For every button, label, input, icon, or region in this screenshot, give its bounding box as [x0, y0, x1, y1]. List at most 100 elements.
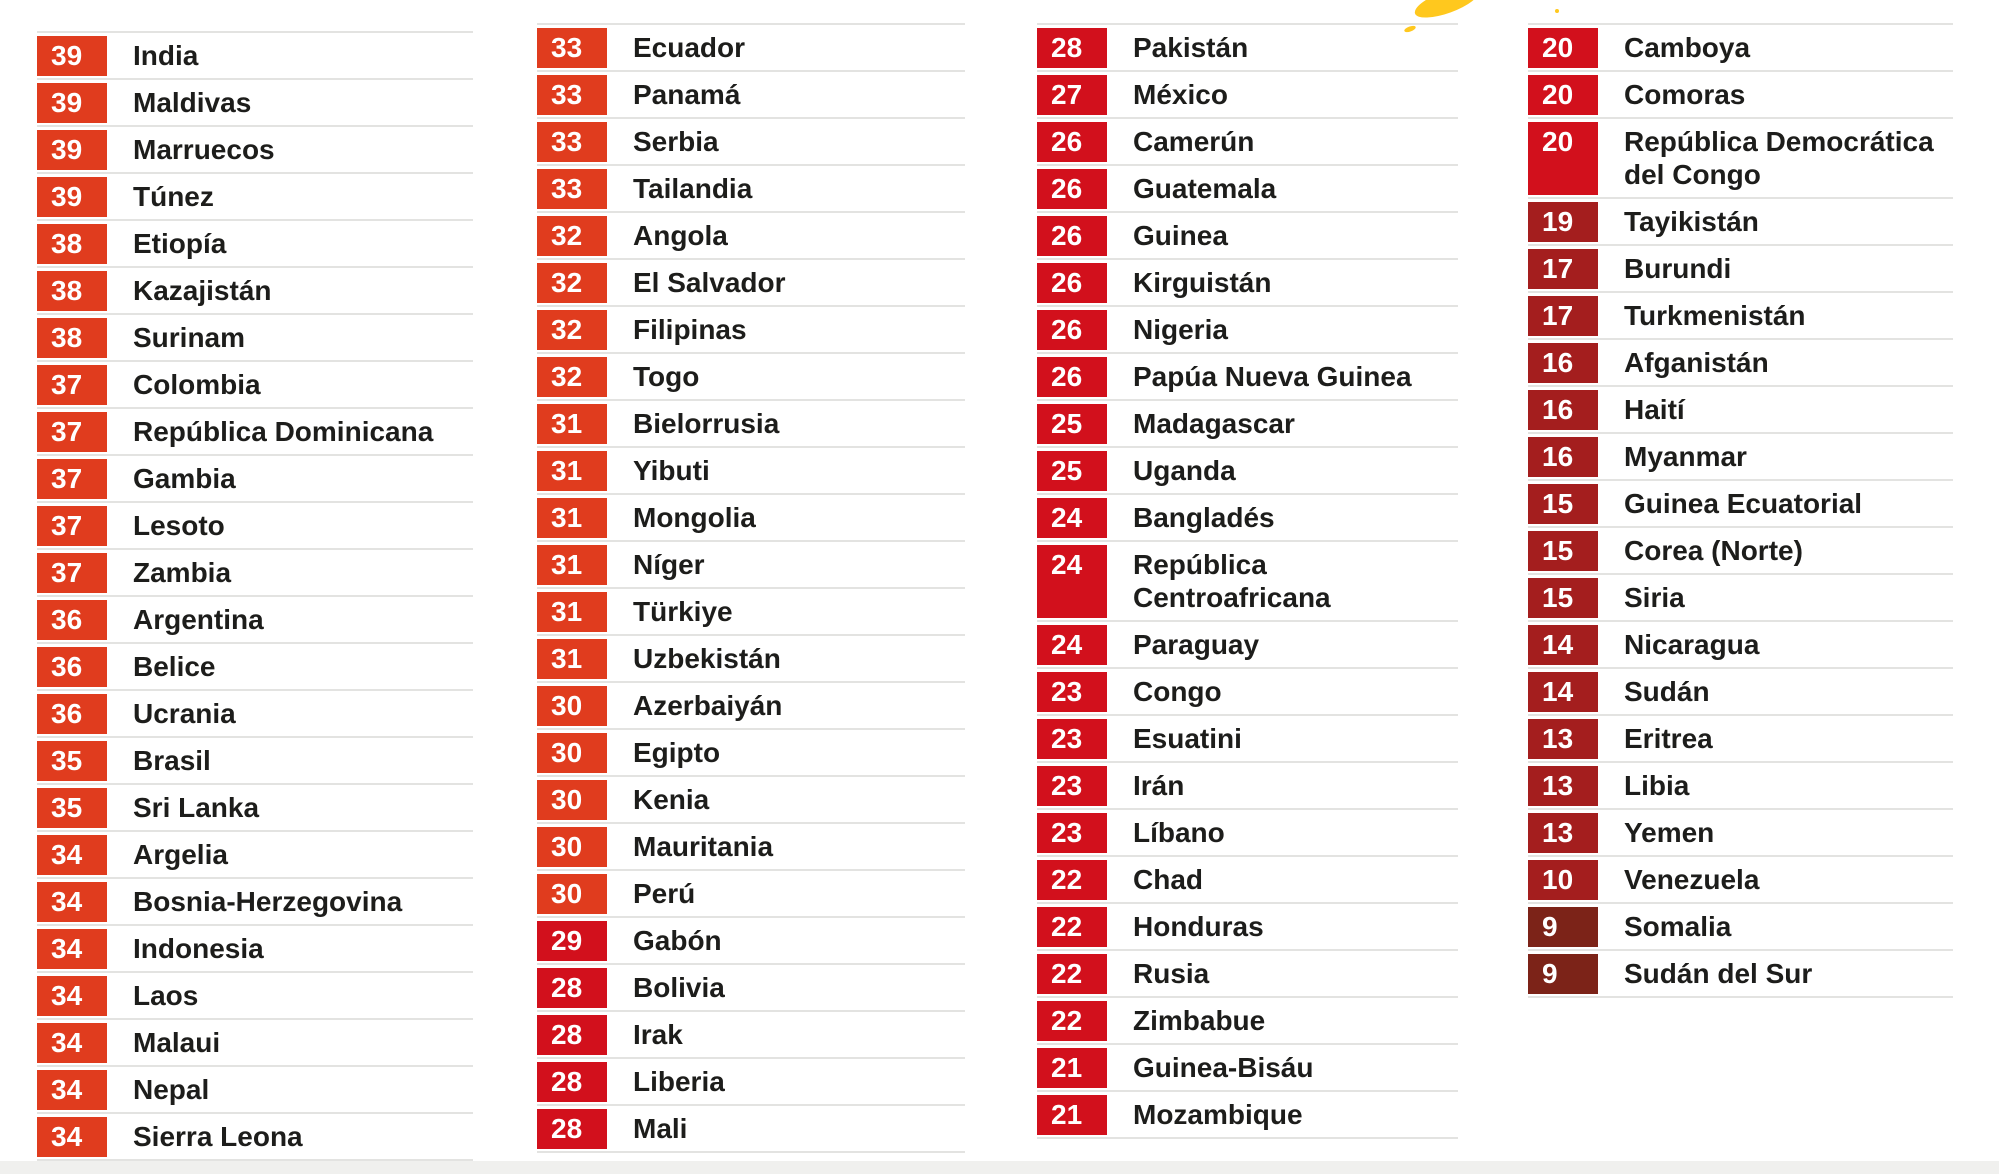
ranking-row: 15 Guinea Ecuatorial	[1528, 479, 1953, 526]
score-badge: 27	[1037, 74, 1107, 115]
score-badge: 28	[537, 1014, 607, 1055]
score-badge: 32	[537, 262, 607, 303]
country-name: Bolivia	[633, 972, 725, 1003]
country-name: Camerún	[1133, 126, 1255, 157]
ranking-row: 23 Esuatini	[1037, 714, 1458, 761]
ranking-row: 16 Haití	[1528, 385, 1953, 432]
ranking-row: 15 Corea (Norte)	[1528, 526, 1953, 573]
score-badge: 24	[1037, 624, 1107, 665]
ranking-row: 20 Camboya	[1528, 23, 1953, 70]
score-badge: 17	[1528, 295, 1598, 336]
ranking-row: 24 Paraguay	[1037, 620, 1458, 667]
ranking-row: 38 Etiopía	[37, 219, 473, 266]
ranking-row: 26 Kirguistán	[1037, 258, 1458, 305]
ranking-row: 36 Ucrania	[37, 689, 473, 736]
score-badge: 35	[37, 787, 107, 828]
country-name: Malaui	[133, 1027, 221, 1058]
score-badge: 34	[37, 928, 107, 969]
score-badge: 33	[537, 168, 607, 209]
country-name: Mauritania	[633, 831, 774, 862]
score-badge: 34	[37, 975, 107, 1016]
score-badge: 39	[37, 82, 107, 123]
score-badge: 30	[537, 779, 607, 820]
country-name: Níger	[633, 549, 705, 580]
country-name: El Salvador	[633, 267, 786, 298]
country-name: Liberia	[633, 1066, 725, 1097]
score-badge: 24	[1037, 544, 1107, 618]
score-badge: 26	[1037, 168, 1107, 209]
country-name: Kenia	[633, 784, 710, 815]
country-name: Líbano	[1133, 817, 1225, 848]
ranking-column: 28 Pakistán 27 México 26 Camerún 26 Guat…	[1037, 23, 1458, 1139]
ranking-row: 33 Serbia	[537, 117, 965, 164]
country-name: Panamá	[633, 79, 741, 110]
ranking-row: 33 Panamá	[537, 70, 965, 117]
ranking-row: 34 Bosnia-Herzegovina	[37, 877, 473, 924]
score-badge: 16	[1528, 436, 1598, 477]
score-badge: 35	[37, 740, 107, 781]
ranking-row: 38 Kazajistán	[37, 266, 473, 313]
ranking-row: 22 Chad	[1037, 855, 1458, 902]
country-name: Argelia	[133, 839, 228, 870]
score-badge: 25	[1037, 403, 1107, 444]
ranking-row: 20 Comoras	[1528, 70, 1953, 117]
country-name: Comoras	[1624, 79, 1746, 110]
ranking-row: 39 Marruecos	[37, 125, 473, 172]
score-badge: 31	[537, 403, 607, 444]
country-name: Haití	[1624, 394, 1685, 425]
country-name: Turkmenistán	[1624, 300, 1806, 331]
ranking-row: 30 Kenia	[537, 775, 965, 822]
country-name: Kazajistán	[133, 275, 272, 306]
ranking-row: 27 México	[1037, 70, 1458, 117]
ranking-row: 21 Guinea-Bisáu	[1037, 1043, 1458, 1090]
country-name: Pakistán	[1133, 32, 1249, 63]
ranking-row: 30 Perú	[537, 869, 965, 916]
score-badge: 32	[537, 215, 607, 256]
score-badge: 25	[1037, 450, 1107, 491]
ranking-row: 34 Indonesia	[37, 924, 473, 971]
ranking-row: 26 Nigeria	[1037, 305, 1458, 352]
ranking-row: 38 Surinam	[37, 313, 473, 360]
score-badge: 14	[1528, 671, 1598, 712]
ranking-row: 26 Guinea	[1037, 211, 1458, 258]
ranking-row: 9 Somalia	[1528, 902, 1953, 949]
score-badge: 28	[537, 1108, 607, 1149]
score-badge: 15	[1528, 483, 1598, 524]
score-badge: 37	[37, 552, 107, 593]
ranking-row: 34 Argelia	[37, 830, 473, 877]
country-name: Guinea	[1133, 220, 1228, 251]
score-badge: 34	[37, 1116, 107, 1157]
ranking-row: 28 Pakistán	[1037, 23, 1458, 70]
score-badge: 10	[1528, 859, 1598, 900]
country-name: Brasil	[133, 745, 211, 776]
ranking-row: 34 Sierra Leona	[37, 1112, 473, 1159]
score-badge: 37	[37, 411, 107, 452]
country-name: Surinam	[133, 322, 246, 353]
country-name: Gambia	[133, 463, 236, 494]
score-badge: 16	[1528, 389, 1598, 430]
country-name: Etiopía	[133, 228, 227, 259]
country-name: Burundi	[1624, 253, 1732, 284]
score-badge: 26	[1037, 309, 1107, 350]
country-name: Congo	[1133, 676, 1222, 707]
country-name: Egipto	[633, 737, 721, 768]
country-name: Argentina	[133, 604, 264, 635]
score-badge: 30	[537, 826, 607, 867]
ranking-row: 37 Zambia	[37, 548, 473, 595]
country-name: Sudán del Sur	[1624, 958, 1813, 989]
score-badge: 33	[537, 121, 607, 162]
country-name: República Centroafricana	[1133, 549, 1331, 613]
score-badge: 9	[1528, 953, 1598, 994]
country-name: Ucrania	[133, 698, 236, 729]
score-badge: 30	[537, 732, 607, 773]
ranking-row: 28 Irak	[537, 1010, 965, 1057]
country-name: Chad	[1133, 864, 1203, 895]
country-name: Colombia	[133, 369, 261, 400]
ranking-row: 20 República Democrática del Congo	[1528, 117, 1953, 197]
ranking-row: 33 Ecuador	[537, 23, 965, 70]
country-name: Irán	[1133, 770, 1185, 801]
country-name: Guinea Ecuatorial	[1624, 488, 1863, 519]
score-badge: 30	[537, 873, 607, 914]
ranking-row: 31 Bielorrusia	[537, 399, 965, 446]
country-name: Gabón	[633, 925, 722, 956]
